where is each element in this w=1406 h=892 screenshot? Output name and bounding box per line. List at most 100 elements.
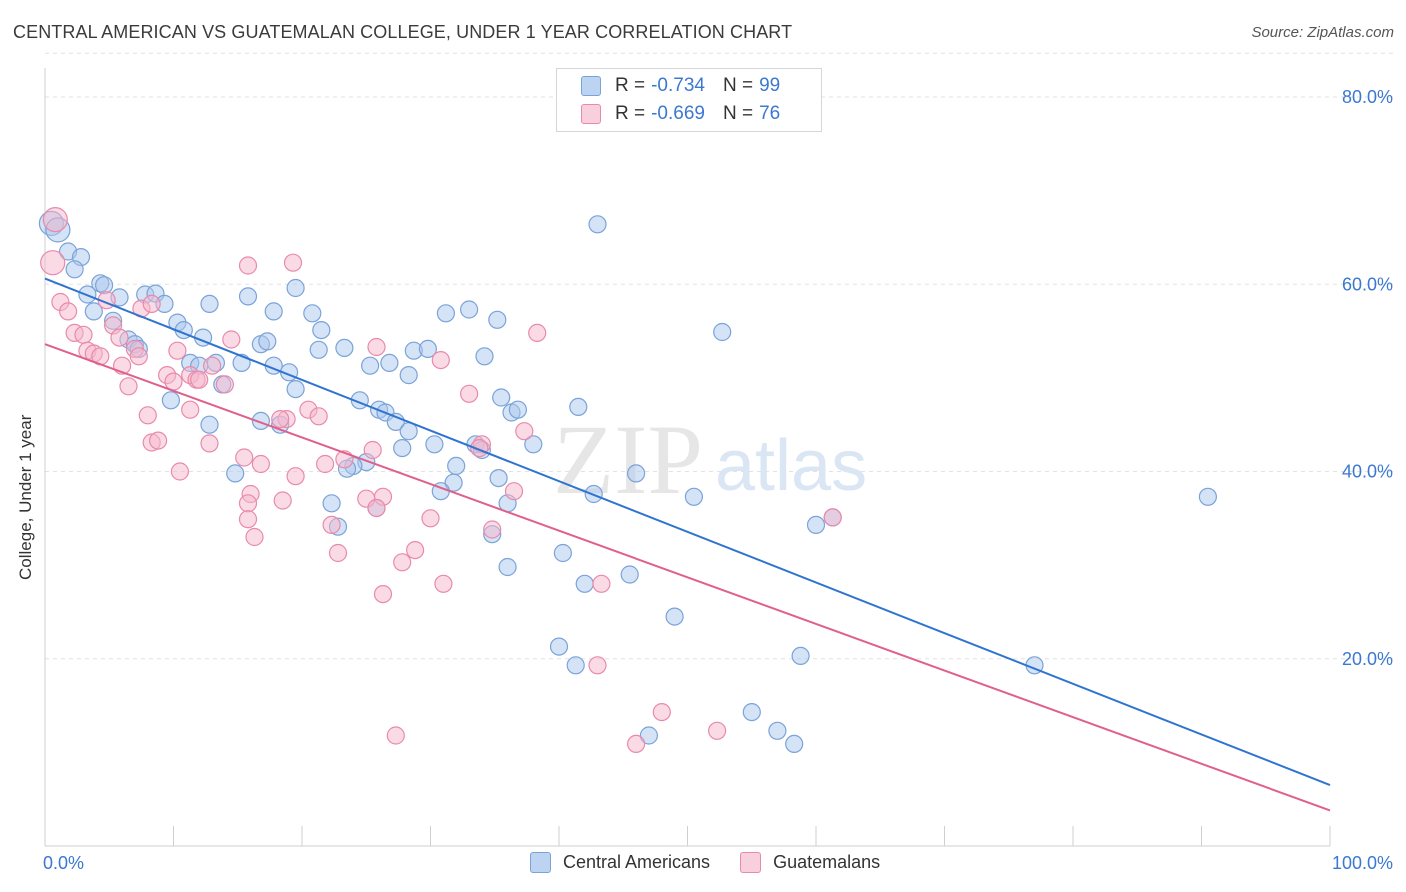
guatemalan-point xyxy=(393,553,412,572)
data-points xyxy=(38,207,1218,754)
central-american-point xyxy=(620,565,639,584)
central-american-point xyxy=(566,656,585,675)
guatemalan-trend-line xyxy=(44,343,1331,812)
guatemalan-point xyxy=(504,482,524,501)
central-american-point xyxy=(569,397,588,416)
guatemalan-point xyxy=(74,325,93,344)
central-american-point xyxy=(785,734,804,754)
central-american-point xyxy=(575,574,594,593)
legend-label-central-americans: Central Americans xyxy=(563,852,711,872)
central-american-point xyxy=(380,353,399,372)
legend-label-guatemalans: Guatemalans xyxy=(773,852,881,872)
central-american-point xyxy=(492,388,511,407)
y-axis-label: College, Under 1 year xyxy=(16,414,35,580)
trend-lines xyxy=(44,277,1331,812)
legend-n-value: 99 xyxy=(759,75,781,96)
central-american-point xyxy=(1198,487,1218,506)
source-label: Source: ZipAtlas.com xyxy=(1251,24,1394,41)
legend-n-label: N = xyxy=(722,103,754,124)
guatemalan-point xyxy=(222,330,241,349)
legend-row-central-americans: R = -0.734 N = 99 xyxy=(581,73,780,99)
central-american-point xyxy=(806,515,826,535)
guatemalan-point xyxy=(592,574,611,593)
guatemalan-point xyxy=(707,721,727,740)
guatemalan-point xyxy=(271,410,290,429)
central-american-point xyxy=(200,415,219,434)
legend-row-guatemalans: R = -0.669 N = 76 xyxy=(581,101,780,127)
legend-swatch-blue xyxy=(581,76,601,96)
axes xyxy=(44,68,1331,847)
watermark-atlas: atlas xyxy=(715,426,867,506)
central-american-point xyxy=(665,607,684,626)
chart-title: CENTRAL AMERICAN VS GUATEMALAN COLLEGE, … xyxy=(13,22,793,42)
central-american-point xyxy=(488,310,507,329)
guatemalan-point xyxy=(823,508,842,527)
guatemalan-point xyxy=(273,491,292,510)
legend-item-guatemalans: Guatemalans xyxy=(740,852,880,873)
central-american-point xyxy=(508,400,528,419)
guatemalan-point xyxy=(626,734,646,754)
guatemalan-point xyxy=(245,527,264,547)
guatemalan-point xyxy=(149,431,168,450)
x-tick-label: 0.0% xyxy=(43,853,84,873)
central-american-point xyxy=(399,366,418,385)
central-american-point xyxy=(226,464,245,483)
guatemalan-point xyxy=(129,347,148,366)
guatemalan-point xyxy=(110,328,129,347)
guatemalan-point xyxy=(434,574,453,593)
guatemalan-point xyxy=(652,702,671,722)
guatemalan-point xyxy=(373,584,393,604)
central-american-point xyxy=(553,543,573,563)
guatemalan-point xyxy=(286,467,305,486)
central-american-point xyxy=(549,637,569,656)
legend-r-value: -0.669 xyxy=(651,103,705,124)
guatemalan-point xyxy=(588,656,607,675)
guatemalan-point xyxy=(181,400,200,419)
legend-swatch-pink xyxy=(740,852,762,873)
central-american-point xyxy=(322,494,341,513)
guatemalan-point xyxy=(238,256,258,275)
central-american-point xyxy=(258,332,277,351)
legend-n-label: N = xyxy=(722,75,754,96)
central-american-point xyxy=(335,338,354,357)
legend-swatch-pink xyxy=(581,104,601,124)
stats-legend: R = -0.734 N = 99 R = -0.669 N = 76 xyxy=(556,68,822,132)
x-tick-label: 100.0% xyxy=(1332,853,1393,873)
guatemalan-point xyxy=(322,515,341,535)
central-american-point xyxy=(475,347,494,366)
central-american-point xyxy=(444,473,463,492)
guatemalan-point xyxy=(42,207,68,233)
central-american-point xyxy=(361,356,380,375)
central-american-point xyxy=(791,646,810,666)
guatemalan-point xyxy=(316,454,335,474)
central-american-point xyxy=(713,322,732,342)
central-american-point xyxy=(65,260,84,279)
guatemalan-point xyxy=(190,370,209,389)
guatemalan-point xyxy=(363,440,382,460)
central-american-point xyxy=(626,464,646,483)
guatemalan-point xyxy=(215,375,234,394)
central-american-point xyxy=(460,300,479,319)
legend-n-value: 76 xyxy=(759,103,781,124)
guatemalan-point xyxy=(528,323,547,342)
central-american-point xyxy=(238,287,258,306)
guatemalan-point xyxy=(421,509,440,528)
legend-swatch-blue xyxy=(530,852,551,873)
guatemalan-point xyxy=(142,294,161,313)
central-american-point xyxy=(286,278,305,298)
central-american-point xyxy=(447,456,466,475)
central-american-point xyxy=(309,340,328,359)
guatemalan-point xyxy=(203,356,222,375)
guatemalan-point xyxy=(483,520,502,539)
guatemalan-point xyxy=(406,540,425,560)
guatemalan-point xyxy=(200,434,219,453)
y-tick-label: 60.0% xyxy=(1342,274,1393,294)
guatemalan-point xyxy=(119,377,138,396)
y-tick-label: 80.0% xyxy=(1342,87,1393,107)
guatemalan-point xyxy=(367,337,386,357)
guatemalan-point xyxy=(58,302,78,321)
central-american-trend-line xyxy=(44,277,1331,787)
guatemalan-point xyxy=(251,454,270,474)
guatemalan-point xyxy=(460,384,479,403)
